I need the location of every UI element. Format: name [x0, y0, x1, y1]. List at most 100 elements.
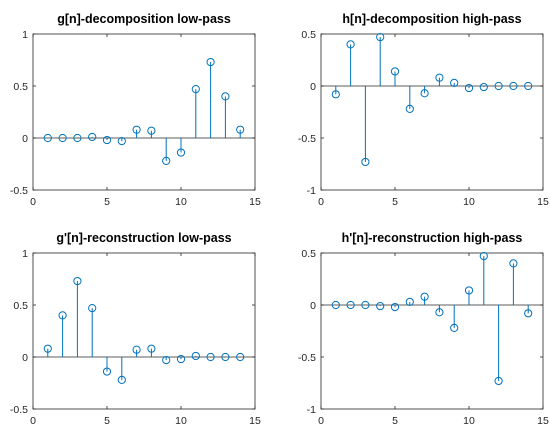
x-tick-label: 10 — [175, 415, 187, 427]
y-tick-label: 0.5 — [301, 248, 316, 260]
stem-marker — [191, 351, 200, 361]
y-tick-label: 0 — [22, 133, 28, 145]
stem-marker — [479, 82, 488, 92]
y-tick-label: 0.5 — [301, 29, 316, 41]
y-tick-label: 1 — [22, 29, 28, 41]
stem-marker — [464, 83, 474, 93]
y-tick-label: -0.5 — [10, 185, 28, 197]
stem-marker — [390, 67, 400, 76]
stem-marker — [162, 356, 171, 365]
panel-title: g[n]-decomposition low-pass — [57, 12, 231, 26]
y-tick-label: -0.5 — [298, 352, 316, 364]
stem-marker — [346, 40, 355, 49]
y-tick-label: -0.5 — [10, 404, 28, 416]
stem-marker — [176, 148, 186, 157]
stem-marker — [524, 309, 533, 318]
stem-marker — [479, 252, 488, 261]
stem-marker — [117, 137, 126, 146]
y-tick-label: -0.5 — [298, 133, 316, 145]
stem-marker — [102, 367, 112, 376]
stem-marker — [221, 92, 230, 101]
stem-marker — [132, 345, 141, 354]
stem-marker — [524, 81, 533, 91]
y-tick-label: 0 — [22, 352, 28, 364]
x-tick-label: 5 — [104, 415, 110, 427]
stem-marker — [102, 135, 112, 145]
stem-marker — [73, 133, 82, 143]
y-tick-label: 0.5 — [13, 300, 28, 312]
stem-marker — [435, 73, 444, 82]
stem-marker — [376, 33, 385, 42]
stem-marker — [405, 297, 414, 306]
stem-marker — [376, 301, 385, 311]
h-reconstruction-panel: h'[n]-reconstruction high-pass 0 5 10 15 -1 -0… — [298, 231, 549, 427]
stem-marker — [450, 323, 459, 332]
axes-box — [32, 33, 256, 191]
stem-marker — [509, 259, 518, 268]
x-tick-label: 0 — [318, 415, 324, 427]
x-tick-label: 10 — [175, 196, 187, 208]
x-tick-label: 15 — [537, 415, 549, 427]
y-tick-label: 0 — [310, 81, 316, 93]
x-tick-label: 0 — [30, 196, 36, 208]
stem-marker — [420, 89, 429, 98]
axes-box — [32, 252, 256, 410]
stem-marker — [435, 308, 444, 317]
stem-marker — [147, 126, 156, 135]
x-tick-label: 15 — [249, 196, 261, 208]
stem-marker — [331, 90, 340, 99]
stem-marker — [361, 300, 370, 310]
x-tick-label: 10 — [463, 415, 475, 427]
x-tick-label: 5 — [104, 196, 110, 208]
stem-marker — [88, 304, 97, 313]
stem-marker — [331, 300, 340, 310]
stem-marker — [494, 376, 503, 386]
stem-marker — [346, 300, 355, 310]
stem-marker — [43, 344, 52, 353]
stem-marker — [58, 133, 67, 143]
stem-marker — [464, 286, 474, 295]
y-tick-label: -1 — [307, 185, 316, 197]
stem-marker — [43, 133, 52, 143]
stem-marker — [494, 81, 503, 91]
stem-marker — [221, 352, 230, 362]
stem-marker — [162, 156, 171, 165]
x-tick-label: 5 — [392, 415, 398, 427]
stem-marker — [450, 78, 459, 87]
axes-box — [320, 33, 544, 191]
panel-title: g'[n]-reconstruction low-pass — [56, 231, 231, 245]
stem-marker — [58, 311, 67, 320]
stem-marker — [176, 354, 186, 364]
stem-marker — [236, 352, 245, 362]
stem-marker — [117, 375, 126, 384]
stem-marker — [420, 292, 429, 301]
x-tick-label: 0 — [318, 196, 324, 208]
stem-marker — [405, 104, 414, 113]
x-tick-label: 15 — [537, 196, 549, 208]
y-tick-label: -1 — [307, 404, 316, 416]
stem-marker — [88, 132, 97, 142]
x-tick-label: 5 — [392, 196, 398, 208]
stem-marker — [361, 157, 370, 167]
stem-marker — [73, 276, 82, 286]
h-decomposition-panel: h[n]-decomposition high-pass 0 5 10 15 -1 -0.5… — [298, 12, 549, 208]
stem-marker — [236, 125, 245, 134]
x-tick-label: 15 — [249, 415, 261, 427]
y-tick-label: 0 — [310, 300, 316, 312]
stem-marker — [390, 302, 400, 312]
stem-marker — [132, 125, 141, 134]
stem-marker — [191, 85, 200, 94]
panel-title: h'[n]-reconstruction high-pass — [342, 231, 523, 245]
stem-marker — [206, 352, 215, 362]
stem-marker — [206, 57, 215, 67]
stem-marker — [509, 81, 518, 91]
stem-marker — [147, 344, 156, 353]
x-tick-label: 10 — [463, 196, 475, 208]
y-tick-label: 1 — [22, 248, 28, 260]
y-tick-label: 0.5 — [13, 81, 28, 93]
panel-title: h[n]-decomposition high-pass — [342, 12, 521, 26]
x-tick-label: 0 — [30, 415, 36, 427]
axes-box — [320, 252, 544, 410]
